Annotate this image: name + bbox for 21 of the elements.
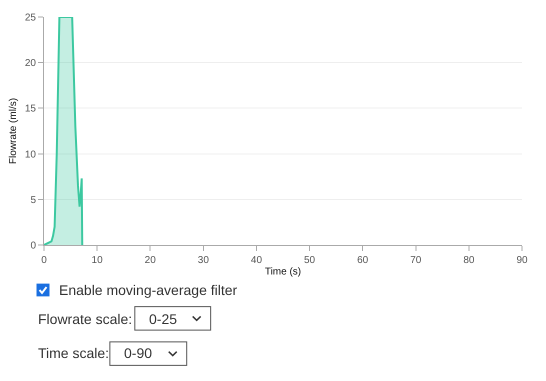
x-tick-label: 10 [92, 255, 104, 266]
x-axis-title: Time (s) [264, 266, 302, 278]
text: Time scale: [38, 345, 110, 361]
x-tick-label: 0 [41, 255, 48, 266]
y-tick-label: 5 [30, 194, 36, 206]
x-tick-label: 60 [357, 255, 369, 266]
y-tick-label: 10 [24, 149, 36, 160]
y-tick-label: 20 [24, 58, 36, 70]
y-axis-title: Flowrate (ml/s) [8, 98, 19, 164]
x-tick-label: 40 [250, 255, 262, 266]
text: Enable moving-average filter [59, 282, 238, 298]
x-tick-label: 50 [304, 255, 316, 266]
y-tick-label: 15 [24, 104, 36, 115]
y-tick-label: 25 [24, 12, 36, 24]
y-tick-label: 0 [30, 240, 36, 252]
x-tick-label: 20 [144, 255, 156, 266]
x-tick-label: 90 [516, 255, 528, 266]
x-tick-label: 30 [198, 255, 210, 266]
text: Flowrate scale: [38, 311, 132, 327]
x-tick-label: 70 [410, 255, 422, 266]
x-tick-label: 80 [463, 255, 475, 266]
